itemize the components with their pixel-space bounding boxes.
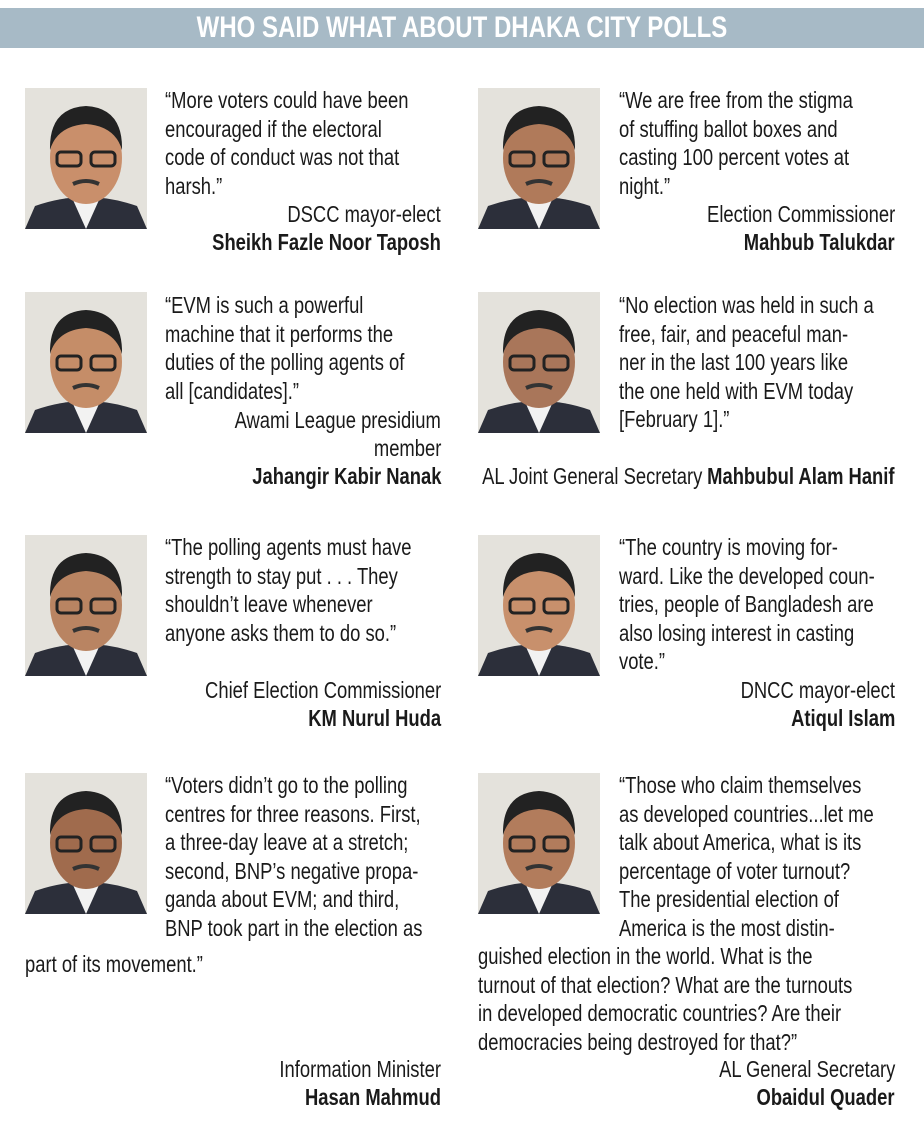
photo (25, 292, 147, 433)
role: Chief Election Commissioner (204, 677, 441, 703)
role: Election Commissioner (706, 201, 895, 227)
quote-line: The presidential election of (619, 886, 839, 912)
header-bar (0, 8, 924, 48)
quote-line: also losing interest in casting (619, 619, 855, 646)
quote-line: talk about America, what is its (619, 829, 862, 855)
quote-line: “The polling agents must have (165, 534, 412, 560)
photo (25, 773, 147, 914)
quote-line: harsh.” (165, 172, 223, 199)
role: DNCC mayor-elect (740, 677, 895, 703)
quote-line: turnout of that election? What are the t… (478, 971, 853, 998)
speaker-name: Atiqul Islam (790, 705, 895, 731)
role: AL General Secretary (718, 1056, 895, 1082)
speaker-name: Mahbub Talukdar (744, 229, 895, 255)
quote-line: night.” (619, 172, 671, 199)
photo (478, 88, 600, 229)
quote-line: a three-day leave at a stretch; (165, 829, 409, 855)
photo (478, 292, 600, 433)
quote-line: “Voters didn’t go to the polling (165, 772, 408, 798)
quote-line: strength to stay put . . . They (165, 562, 398, 589)
quote-line: America is the most distin- (619, 914, 835, 941)
quote-line: BNP took part in the election as (165, 914, 423, 941)
quote-line: second, BNP’s negative propa- (165, 857, 419, 884)
role: member (373, 435, 441, 461)
quote-line: percentage of voter turnout? (619, 857, 851, 884)
quote-line: casting 100 percent votes at (619, 144, 850, 170)
quote-line: shouldn’t leave whenever (165, 591, 373, 617)
quote-line: duties of the polling agents of (165, 349, 405, 375)
quote-line: “No election was held in such a (619, 292, 874, 318)
quote-line: tries, people of Bangladesh are (619, 591, 874, 617)
quote-line: centres for three reasons. First, (165, 800, 421, 827)
quote-line: ward. Like the developed coun- (619, 562, 875, 589)
speaker-name: Mahbubul Alam Hanif (707, 463, 895, 489)
quote-line: in developed democratic countries? Are t… (478, 1000, 842, 1026)
quote-line: guished election in the world. What is t… (478, 943, 813, 969)
role: Information Minister (279, 1056, 441, 1082)
quote-line: as developed countries...let me (619, 800, 874, 827)
speaker-name: Jahangir Kabir Nanak (251, 463, 441, 489)
photo (478, 535, 600, 676)
title: WHO SAID WHAT ABOUT DHAKA CITY POLLS (196, 11, 728, 44)
quote-line: democracies being destroyed for that?” (478, 1028, 798, 1055)
quote-line: free, fair, and peaceful man- (619, 320, 849, 347)
speaker-name: Hasan Mahmud (305, 1084, 441, 1110)
speaker-name: KM Nurul Huda (308, 705, 441, 731)
quote-line: of stuffing ballot boxes and (619, 115, 838, 142)
quote-line: “More voters could have been (165, 87, 409, 113)
role: DSCC mayor-elect (287, 201, 441, 227)
speaker-name: Obaidul Quader (756, 1084, 895, 1110)
quote-line: “We are free from the stigma (619, 87, 853, 113)
photo (25, 535, 147, 676)
quote-line: [February 1].” (619, 406, 730, 432)
quote-line: anyone asks them to do so.” (165, 619, 397, 646)
quote-line: “EVM is such a powerful (165, 292, 364, 318)
photo (25, 88, 147, 229)
quote-line: encouraged if the electoral (165, 115, 382, 142)
quote-line: machine that it performs the (165, 320, 394, 347)
role: Awami League presidium (234, 407, 441, 433)
photo (478, 773, 600, 914)
quote-line: “Those who claim themselves (619, 772, 862, 798)
quote-line: vote.” (619, 648, 666, 674)
quote-line: “The country is moving for- (619, 534, 838, 560)
quote-line: part of its movement.” (25, 951, 203, 977)
quote-line: code of conduct was not that (165, 144, 400, 170)
quote-line: ner in the last 100 years like (619, 349, 849, 375)
speaker-name: Sheikh Fazle Noor Taposh (212, 229, 441, 255)
quote-line: all [candidates].” (165, 377, 299, 404)
quote-line: the one held with EVM today (619, 377, 854, 404)
quote-line: ganda about EVM; and third, (165, 886, 400, 912)
attribution: AL Joint General Secretary Mahbubul Alam … (483, 462, 895, 490)
role: AL Joint General Secretary (482, 463, 703, 489)
